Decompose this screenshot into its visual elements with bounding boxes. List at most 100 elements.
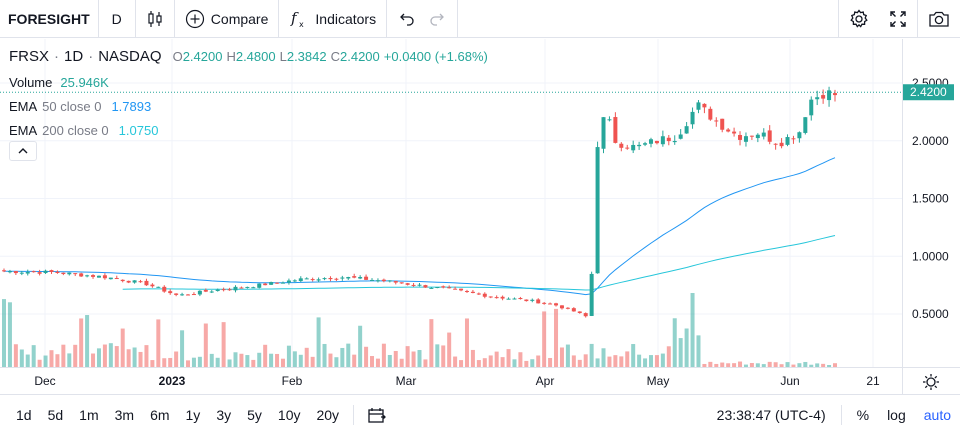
- time-axis[interactable]: Dec 2023 Feb Mar Apr May Jun 21: [0, 367, 960, 395]
- candle-body: [435, 287, 440, 289]
- range-button-10y[interactable]: 10y: [277, 406, 301, 423]
- range-button-1d[interactable]: 1d: [16, 406, 32, 423]
- range-button-20y[interactable]: 20y: [316, 406, 340, 423]
- volume-bar: [275, 353, 280, 367]
- ema50-params: 50 close 0: [42, 98, 102, 114]
- range-button-5d[interactable]: 5d: [47, 406, 64, 423]
- candle-body: [554, 303, 559, 306]
- candle-body: [174, 293, 179, 295]
- collapse-legend-button[interactable]: [9, 141, 37, 161]
- candle-body: [37, 272, 42, 274]
- candle-body: [2, 270, 6, 272]
- candle-body: [738, 134, 743, 140]
- candle-body: [482, 293, 487, 297]
- candle-body: [269, 282, 274, 285]
- auto-scale-button[interactable]: auto: [923, 406, 951, 423]
- candle-body: [73, 273, 78, 275]
- last-price-label: 2.4200: [910, 85, 947, 99]
- volume-bar: [298, 354, 303, 367]
- volume-bar: [619, 356, 624, 367]
- high-value: 2.4800: [235, 48, 276, 64]
- indicators-button[interactable]: f x Indicators: [279, 0, 388, 38]
- volume-bar: [815, 363, 820, 367]
- chart-pane[interactable]: 2.5000 2.0000 1.5000 1.0000 0.5000 2.4200 FRS…: [0, 39, 960, 367]
- volume-bar: [114, 346, 119, 367]
- legend-symbol[interactable]: FRSX: [9, 47, 50, 65]
- timezone-clock[interactable]: 23:38:47 (UTC-4): [716, 406, 826, 423]
- volume-bar: [257, 352, 262, 367]
- range-button-3y[interactable]: 3y: [216, 406, 232, 423]
- compare-button[interactable]: Compare: [175, 0, 280, 38]
- candle-body: [559, 305, 564, 309]
- close-value: 2.4200: [340, 48, 380, 64]
- range-buttons: 1d 5d 1m 3m 6m 1y 3y 5y 10y 20y: [0, 401, 347, 429]
- candle-body: [340, 277, 345, 279]
- range-button-6m[interactable]: 6m: [150, 406, 170, 423]
- volume-bar: [743, 364, 748, 367]
- range-button-5y[interactable]: 5y: [247, 406, 262, 423]
- date-range-button[interactable]: [360, 401, 394, 429]
- settings-button[interactable]: [838, 0, 879, 38]
- candle-body: [96, 275, 101, 278]
- ema200-legend[interactable]: EMA 200 close 0 1.0750: [9, 118, 488, 142]
- range-button-3m[interactable]: 3m: [114, 406, 135, 423]
- volume-bar: [304, 347, 309, 367]
- volume-bar: [518, 352, 523, 367]
- volume-legend[interactable]: Volume 25.946K: [9, 70, 488, 94]
- candle-body: [322, 278, 327, 280]
- range-button-1y[interactable]: 1y: [185, 406, 201, 423]
- volume-bar: [654, 355, 659, 367]
- camera-icon: [928, 10, 950, 28]
- redo-icon[interactable]: [429, 11, 445, 27]
- volume-label: Volume: [9, 74, 53, 90]
- volume-bar: [464, 318, 469, 367]
- candle-body: [168, 291, 173, 294]
- candle-body: [672, 140, 677, 143]
- chart-type-button[interactable]: [136, 0, 175, 38]
- fullscreen-icon: [889, 10, 907, 28]
- candle-body: [797, 132, 802, 139]
- candle-body: [494, 297, 499, 299]
- volume-bar: [720, 362, 725, 367]
- compare-label: Compare: [210, 10, 269, 27]
- chevron-up-icon: [18, 148, 28, 154]
- volume-bar: [55, 354, 60, 367]
- legend-dot: ·: [88, 47, 94, 65]
- candle-body: [530, 299, 535, 301]
- candle-body: [280, 282, 285, 284]
- candle-body: [144, 280, 149, 286]
- volume-bar: [411, 351, 416, 367]
- log-scale-button[interactable]: log: [887, 406, 906, 423]
- range-button-1m[interactable]: 1m: [79, 406, 99, 423]
- fullscreen-button[interactable]: [879, 0, 917, 38]
- candle-body: [821, 95, 826, 99]
- interval-button[interactable]: D: [99, 0, 136, 38]
- candle-body: [49, 270, 54, 272]
- candle-body: [459, 288, 464, 291]
- volume-bar: [381, 343, 386, 367]
- candle-body: [595, 147, 600, 274]
- volume-bar: [821, 363, 826, 367]
- candle-body: [227, 289, 232, 291]
- undo-icon[interactable]: [399, 11, 415, 27]
- volume-bar: [269, 353, 274, 367]
- percent-scale-button[interactable]: %: [856, 406, 870, 423]
- candle-body: [245, 286, 250, 288]
- candle-body: [666, 137, 671, 142]
- candle-body: [364, 276, 369, 280]
- candle-body: [476, 293, 481, 295]
- ohlc-values: O2.4200 H2.4800 L2.3842 C2.4200 +0.0400 …: [173, 49, 488, 64]
- volume-bar: [488, 355, 493, 367]
- symbol-search-button[interactable]: FORESIGHT: [0, 0, 99, 38]
- candle-body: [251, 287, 256, 289]
- candle-body: [453, 288, 458, 290]
- candle-body: [197, 290, 202, 295]
- ema50-legend[interactable]: EMA 50 close 0 1.7893: [9, 94, 488, 118]
- axis-settings-button[interactable]: [922, 373, 940, 391]
- candle-body: [761, 132, 766, 137]
- candle-body: [55, 271, 60, 273]
- screenshot-button[interactable]: [917, 0, 960, 38]
- volume-bar: [108, 343, 113, 367]
- candle-body: [191, 294, 196, 296]
